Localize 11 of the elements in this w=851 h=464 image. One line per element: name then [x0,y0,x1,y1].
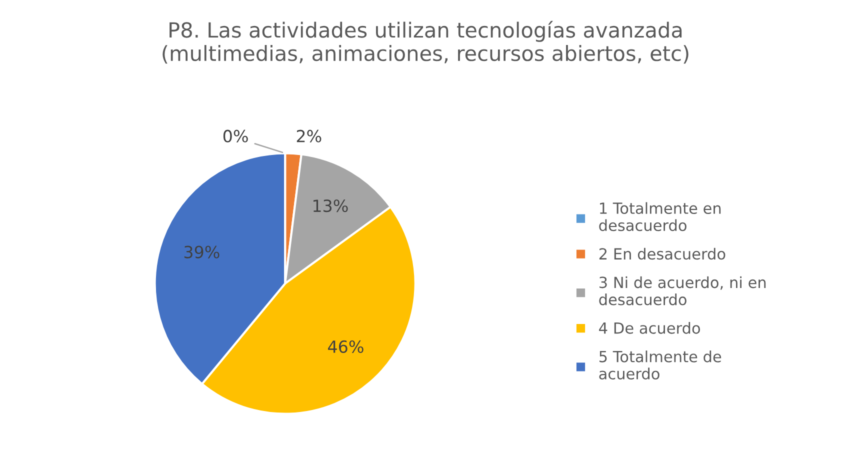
data-label: 46% [328,340,364,353]
data-label: 13% [314,199,348,212]
chart-title: P8. Las actividades utilizan tecnologías avanzada (multimedias, animaciones, recursos abiertos, etc) [162,20,688,64]
legend-label: 3 Ni de acuerdo, ni en desacuerdo [599,276,766,306]
legend-label: 4 De acuerdo [599,322,700,334]
data-label: 39% [184,246,220,258]
legend-label: 2 En desacuerdo [599,248,726,260]
legend-label: 5 Totalmente de acuerdo [599,350,722,380]
data-label: 2% [296,130,322,142]
text: 0% [223,130,248,142]
legend-label: 1 Totalmente en desacuerdo [599,202,721,232]
